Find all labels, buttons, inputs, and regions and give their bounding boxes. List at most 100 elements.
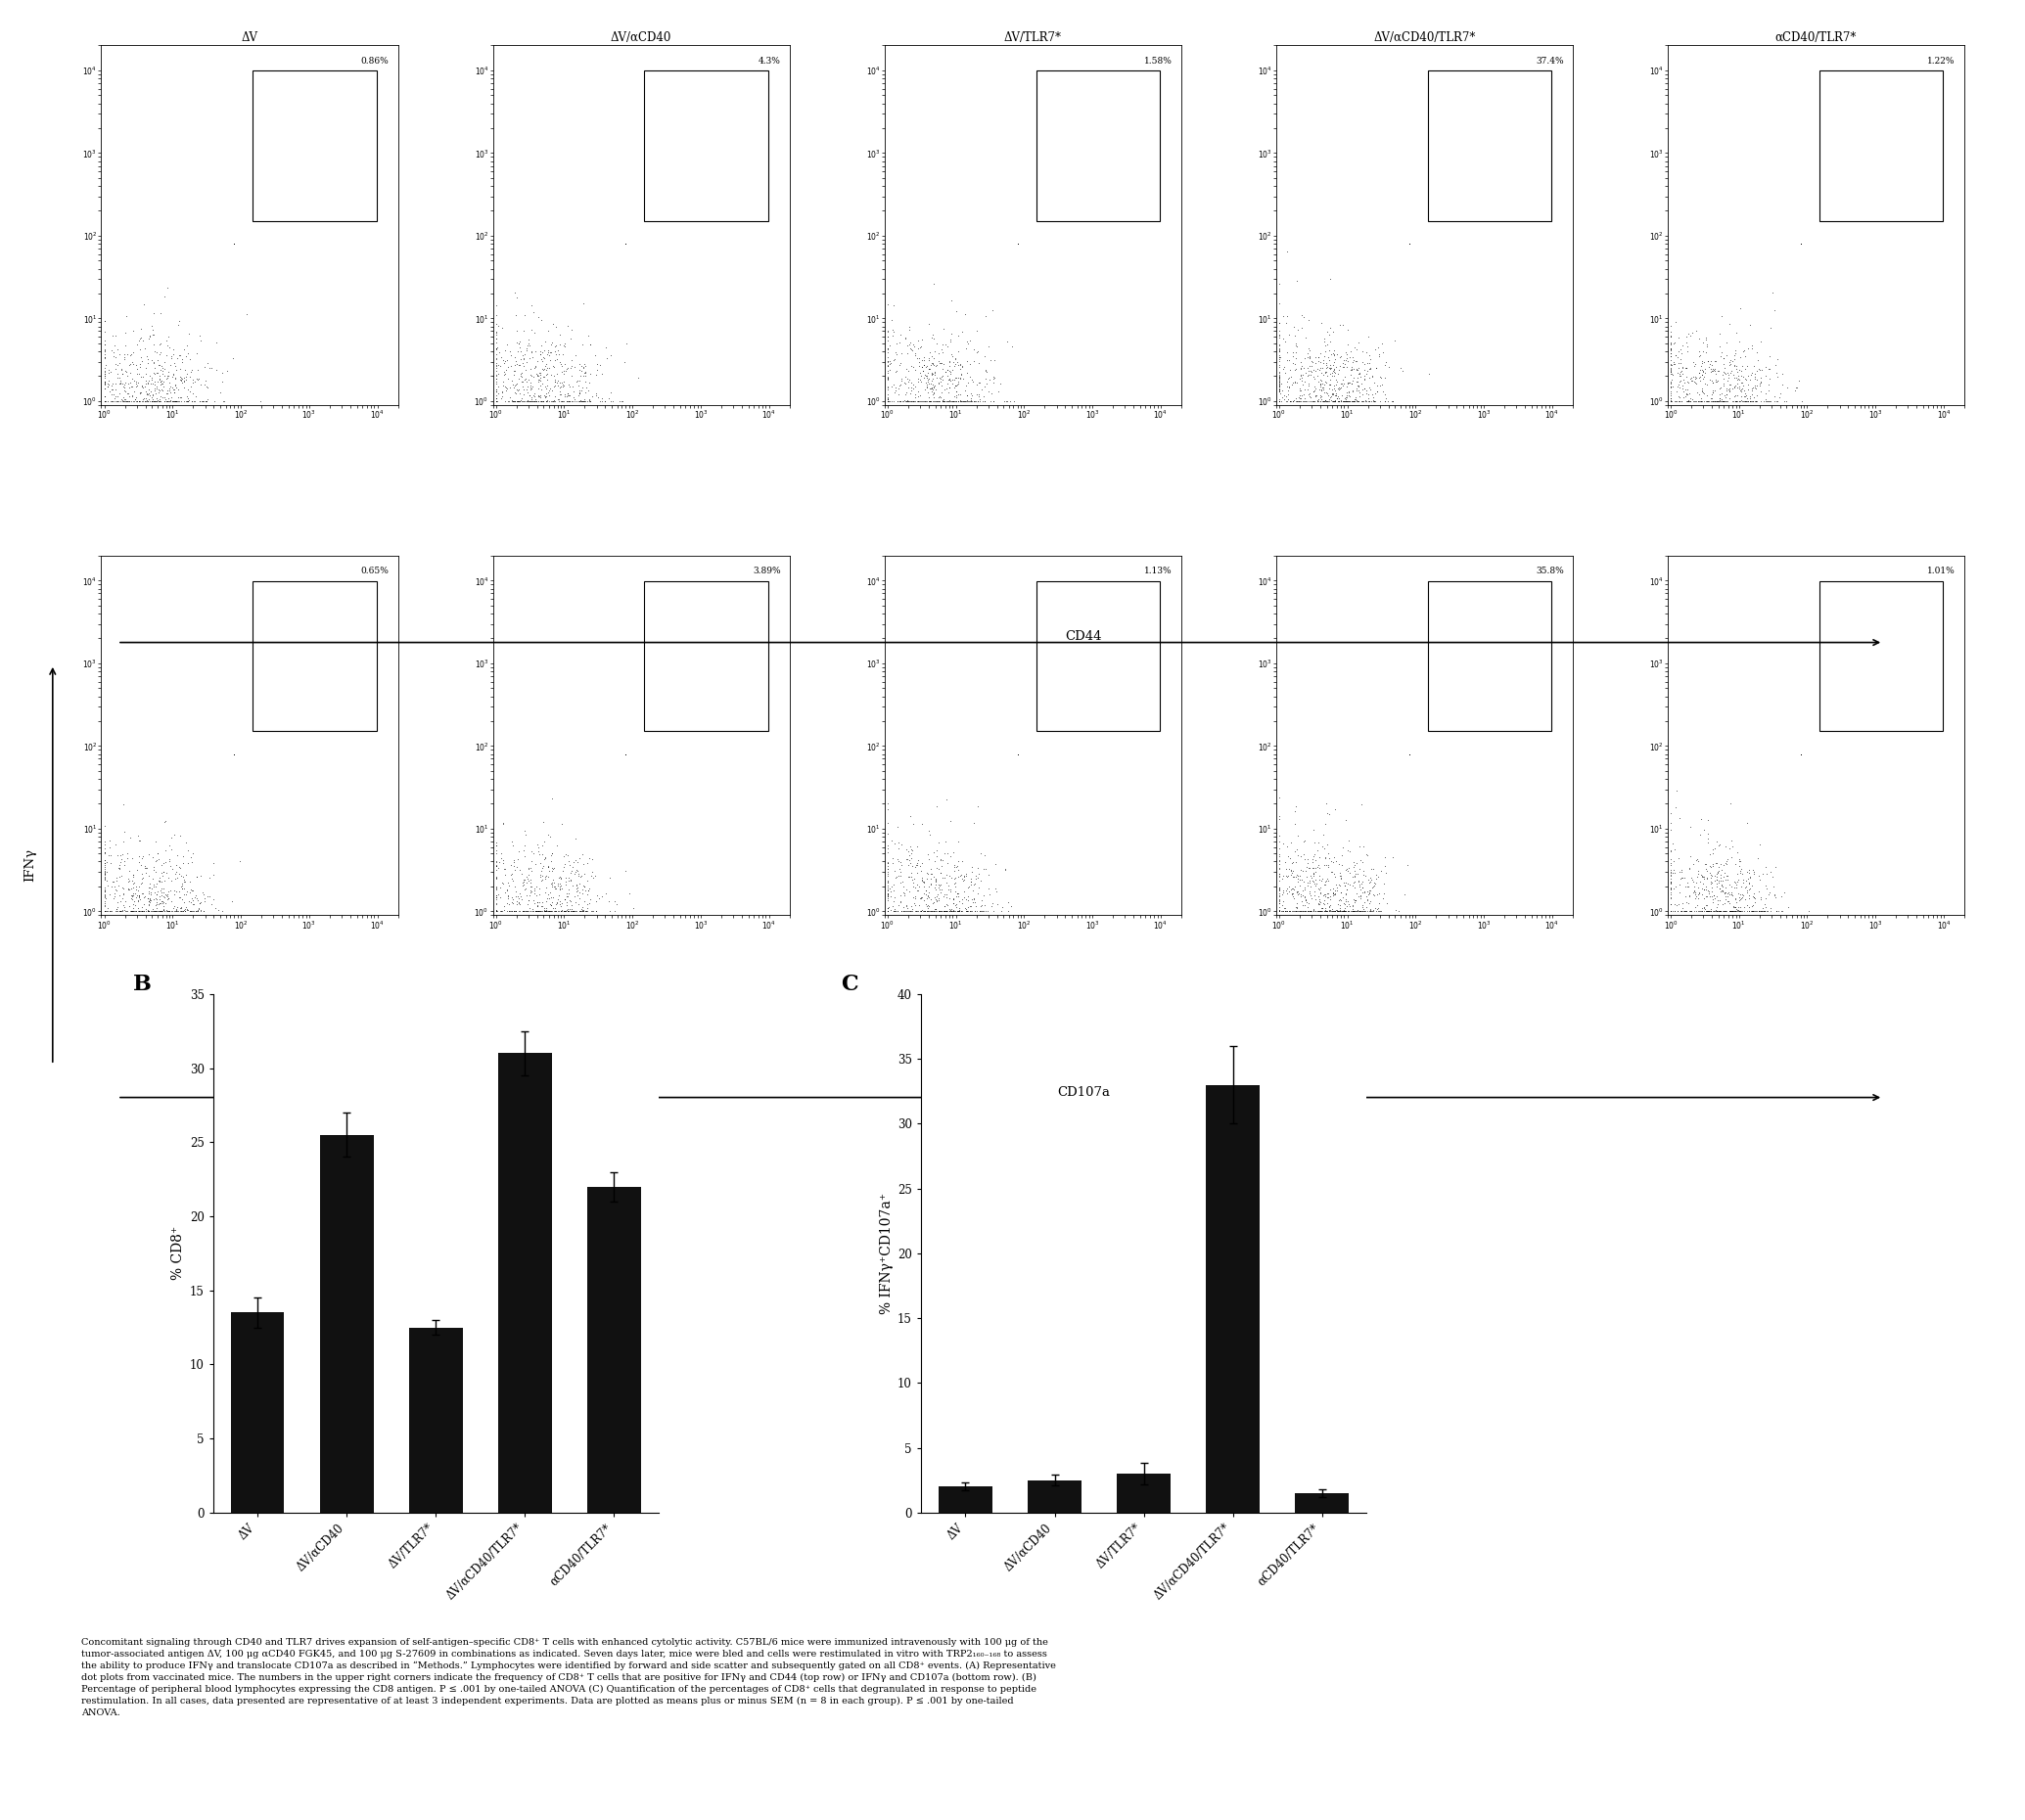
Point (875, 826, 907, 855)
Point (1318, 859, 1351, 888)
Point (1681, 897, 1713, 926)
Point (1298, 897, 1330, 926)
Point (889, 881, 921, 910)
Point (549, 866, 581, 895)
Point (500, 346, 533, 375)
Point (1654, 357, 1687, 386)
Point (1660, 897, 1693, 926)
Point (504, 890, 537, 919)
Point (1393, 229, 1426, 258)
Point (1302, 828, 1334, 857)
Point (144, 364, 176, 393)
Point (563, 868, 595, 897)
Point (915, 322, 948, 351)
Point (154, 375, 186, 404)
Point (561, 877, 593, 906)
Point (148, 384, 180, 413)
Point (124, 315, 156, 344)
Point (1705, 386, 1737, 415)
Point (907, 866, 940, 895)
Point (1355, 886, 1387, 915)
Point (1359, 894, 1391, 923)
Point (113, 351, 146, 380)
Point (561, 874, 593, 903)
Point (107, 386, 140, 415)
Point (482, 881, 514, 910)
Point (1654, 881, 1687, 910)
Point (97, 386, 130, 415)
Point (911, 360, 944, 389)
Point (1699, 386, 1731, 415)
Point (160, 386, 192, 415)
Point (512, 386, 545, 415)
Point (1330, 386, 1363, 415)
Point (168, 386, 200, 415)
Point (1353, 348, 1385, 377)
Point (1320, 895, 1353, 925)
Point (146, 897, 178, 926)
Point (925, 897, 958, 926)
Point (891, 386, 923, 415)
Point (1393, 739, 1426, 768)
Point (1705, 877, 1737, 906)
Point (176, 875, 209, 905)
Point (154, 368, 186, 397)
Point (1713, 371, 1746, 400)
Point (1393, 739, 1426, 768)
Point (929, 826, 962, 855)
Point (1353, 340, 1385, 369)
Point (1654, 872, 1687, 901)
Point (514, 864, 547, 894)
Point (1707, 863, 1739, 892)
Point (1723, 375, 1756, 404)
Point (89, 326, 122, 355)
Point (573, 888, 605, 917)
Point (1280, 897, 1312, 926)
Point (897, 386, 929, 415)
Point (480, 839, 512, 868)
Point (1316, 879, 1349, 908)
Point (109, 373, 142, 402)
Point (927, 892, 960, 921)
Point (1320, 364, 1353, 393)
Point (126, 371, 158, 400)
Point (1393, 229, 1426, 258)
Point (174, 897, 207, 926)
Point (1713, 375, 1746, 404)
Point (132, 897, 164, 926)
Point (1393, 229, 1426, 258)
Point (156, 375, 188, 404)
Point (543, 377, 575, 406)
Point (938, 897, 970, 926)
Point (1312, 317, 1345, 346)
Point (1707, 872, 1739, 901)
Point (1701, 897, 1733, 926)
Point (1671, 353, 1703, 382)
Point (942, 879, 974, 908)
Point (1707, 357, 1739, 386)
Point (567, 870, 599, 899)
Point (873, 386, 905, 415)
Point (533, 897, 565, 926)
Point (1393, 229, 1426, 258)
Point (1393, 739, 1426, 768)
Point (1693, 852, 1725, 881)
Point (903, 852, 936, 881)
Point (1677, 368, 1709, 397)
Point (486, 379, 518, 408)
Point (948, 861, 980, 890)
Point (1665, 864, 1697, 894)
Point (871, 386, 903, 415)
Point (162, 382, 194, 411)
Point (539, 894, 571, 923)
Point (152, 846, 184, 875)
Point (132, 380, 164, 410)
Point (115, 885, 148, 914)
Point (1393, 229, 1426, 258)
Point (1677, 386, 1709, 415)
Point (522, 839, 555, 868)
Point (1361, 897, 1393, 926)
Point (551, 897, 583, 926)
Point (113, 368, 146, 397)
Point (960, 337, 992, 366)
